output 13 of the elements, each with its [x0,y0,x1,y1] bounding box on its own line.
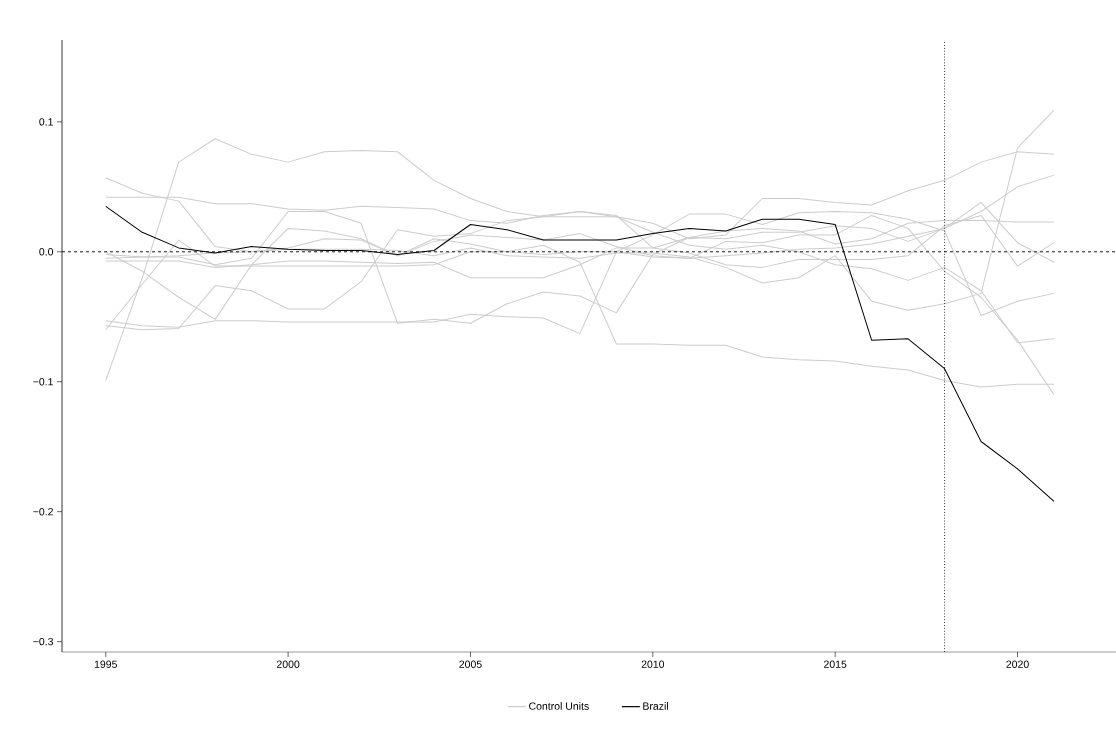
legend-label: Control Units [529,702,589,710]
y-tick-label: 0.0 [39,248,54,256]
y-tick-label: −0.3 [33,637,54,646]
y-tick-label: −0.2 [33,507,53,516]
y-tick-label: −0.1 [33,378,53,386]
x-tick-label: 2020 [1006,660,1029,668]
y-tick-label: 0.1 [39,118,53,126]
x-tick-label: 1995 [94,660,117,668]
legend-label: Brazil [643,702,668,710]
x-tick-label: 2005 [459,660,482,668]
x-tick-label: 2015 [824,660,847,668]
x-tick-label: 2010 [641,660,665,668]
x-tick-label: 2000 [276,660,300,668]
